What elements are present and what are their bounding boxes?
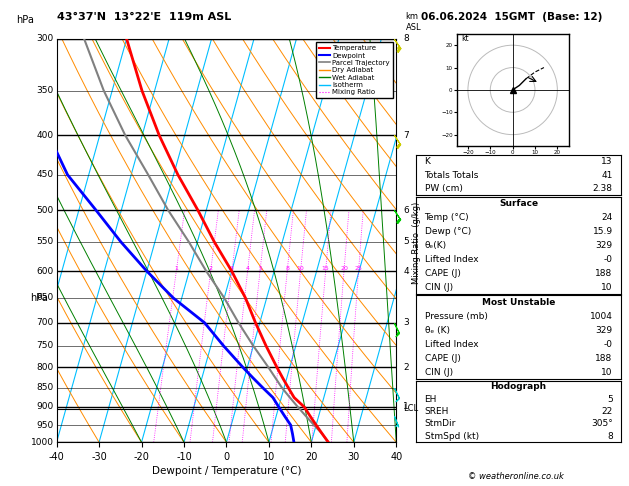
Text: K: K: [425, 157, 430, 166]
Text: 700: 700: [36, 318, 53, 327]
Text: 750: 750: [36, 341, 53, 350]
Text: 2: 2: [403, 363, 409, 372]
Text: 4: 4: [245, 266, 250, 271]
Text: 22: 22: [601, 407, 613, 416]
Text: -0: -0: [604, 340, 613, 349]
Text: θₑ(K): θₑ(K): [425, 241, 447, 250]
Text: 305°: 305°: [591, 419, 613, 428]
Text: 3: 3: [230, 266, 234, 271]
Text: 329: 329: [596, 326, 613, 335]
Text: 1004: 1004: [590, 312, 613, 321]
Text: SREH: SREH: [425, 407, 449, 416]
Text: 900: 900: [36, 402, 53, 412]
Text: km
ASL: km ASL: [406, 12, 421, 32]
Text: Dewp (°C): Dewp (°C): [425, 227, 471, 236]
Text: StmSpd (kt): StmSpd (kt): [425, 432, 479, 441]
Text: 2.38: 2.38: [593, 184, 613, 193]
Text: Temp (°C): Temp (°C): [425, 213, 469, 222]
Text: CAPE (J): CAPE (J): [425, 354, 460, 363]
Text: hPa: hPa: [30, 293, 48, 303]
Text: 800: 800: [36, 363, 53, 372]
Text: 6: 6: [403, 206, 409, 214]
Text: CIN (J): CIN (J): [425, 282, 453, 292]
Text: -0: -0: [604, 255, 613, 264]
Text: 15: 15: [322, 266, 330, 271]
Text: © weatheronline.co.uk: © weatheronline.co.uk: [468, 472, 564, 481]
Text: CAPE (J): CAPE (J): [425, 269, 460, 278]
Text: 25: 25: [355, 266, 362, 271]
Text: 450: 450: [36, 170, 53, 179]
Text: 15.9: 15.9: [593, 227, 613, 236]
Text: 500: 500: [36, 206, 53, 214]
Text: 1: 1: [403, 402, 409, 412]
Text: 5: 5: [403, 238, 409, 246]
Legend: Temperature, Dewpoint, Parcel Trajectory, Dry Adiabat, Wet Adiabat, Isotherm, Mi: Temperature, Dewpoint, Parcel Trajectory…: [316, 42, 392, 98]
Text: Lifted Index: Lifted Index: [425, 340, 478, 349]
Text: 43°37'N  13°22'E  119m ASL: 43°37'N 13°22'E 119m ASL: [57, 12, 231, 22]
Text: 550: 550: [36, 238, 53, 246]
Text: Most Unstable: Most Unstable: [482, 298, 555, 307]
Text: Pressure (mb): Pressure (mb): [425, 312, 487, 321]
Text: 600: 600: [36, 267, 53, 276]
Text: StmDir: StmDir: [425, 419, 456, 428]
Text: 8: 8: [286, 266, 289, 271]
Text: 13: 13: [601, 157, 613, 166]
Text: Totals Totals: Totals Totals: [425, 171, 479, 180]
Text: EH: EH: [425, 395, 437, 403]
Text: 24: 24: [601, 213, 613, 222]
Text: θₑ (K): θₑ (K): [425, 326, 450, 335]
Text: 400: 400: [36, 131, 53, 140]
Text: PW (cm): PW (cm): [425, 184, 462, 193]
Text: 650: 650: [36, 294, 53, 302]
Text: Mixing Ratio  (g/kg): Mixing Ratio (g/kg): [412, 202, 421, 284]
Text: 20: 20: [340, 266, 348, 271]
Text: 06.06.2024  15GMT  (Base: 12): 06.06.2024 15GMT (Base: 12): [421, 12, 603, 22]
Text: 950: 950: [36, 420, 53, 430]
Text: Hodograph: Hodograph: [491, 382, 547, 391]
Text: 8: 8: [403, 35, 409, 43]
Text: 850: 850: [36, 383, 53, 392]
X-axis label: Dewpoint / Temperature (°C): Dewpoint / Temperature (°C): [152, 466, 301, 476]
Text: Surface: Surface: [499, 199, 538, 208]
Text: 8: 8: [607, 432, 613, 441]
Text: 10: 10: [601, 367, 613, 377]
Text: Lifted Index: Lifted Index: [425, 255, 478, 264]
Text: 2: 2: [209, 266, 213, 271]
Text: 41: 41: [601, 171, 613, 180]
Text: hPa: hPa: [16, 15, 33, 25]
Text: 1000: 1000: [30, 438, 53, 447]
Text: 5: 5: [258, 266, 262, 271]
Text: kt: kt: [461, 34, 469, 43]
Text: 329: 329: [596, 241, 613, 250]
Text: 7: 7: [403, 131, 409, 140]
Text: 350: 350: [36, 86, 53, 95]
Text: 3: 3: [403, 318, 409, 327]
Text: 10: 10: [601, 282, 613, 292]
Text: 5: 5: [607, 395, 613, 403]
Text: CIN (J): CIN (J): [425, 367, 453, 377]
Text: 188: 188: [596, 354, 613, 363]
Text: 10: 10: [297, 266, 304, 271]
Text: 1: 1: [174, 266, 178, 271]
Text: LCL: LCL: [403, 404, 418, 413]
Text: 300: 300: [36, 35, 53, 43]
Text: 188: 188: [596, 269, 613, 278]
Text: 4: 4: [403, 267, 409, 276]
